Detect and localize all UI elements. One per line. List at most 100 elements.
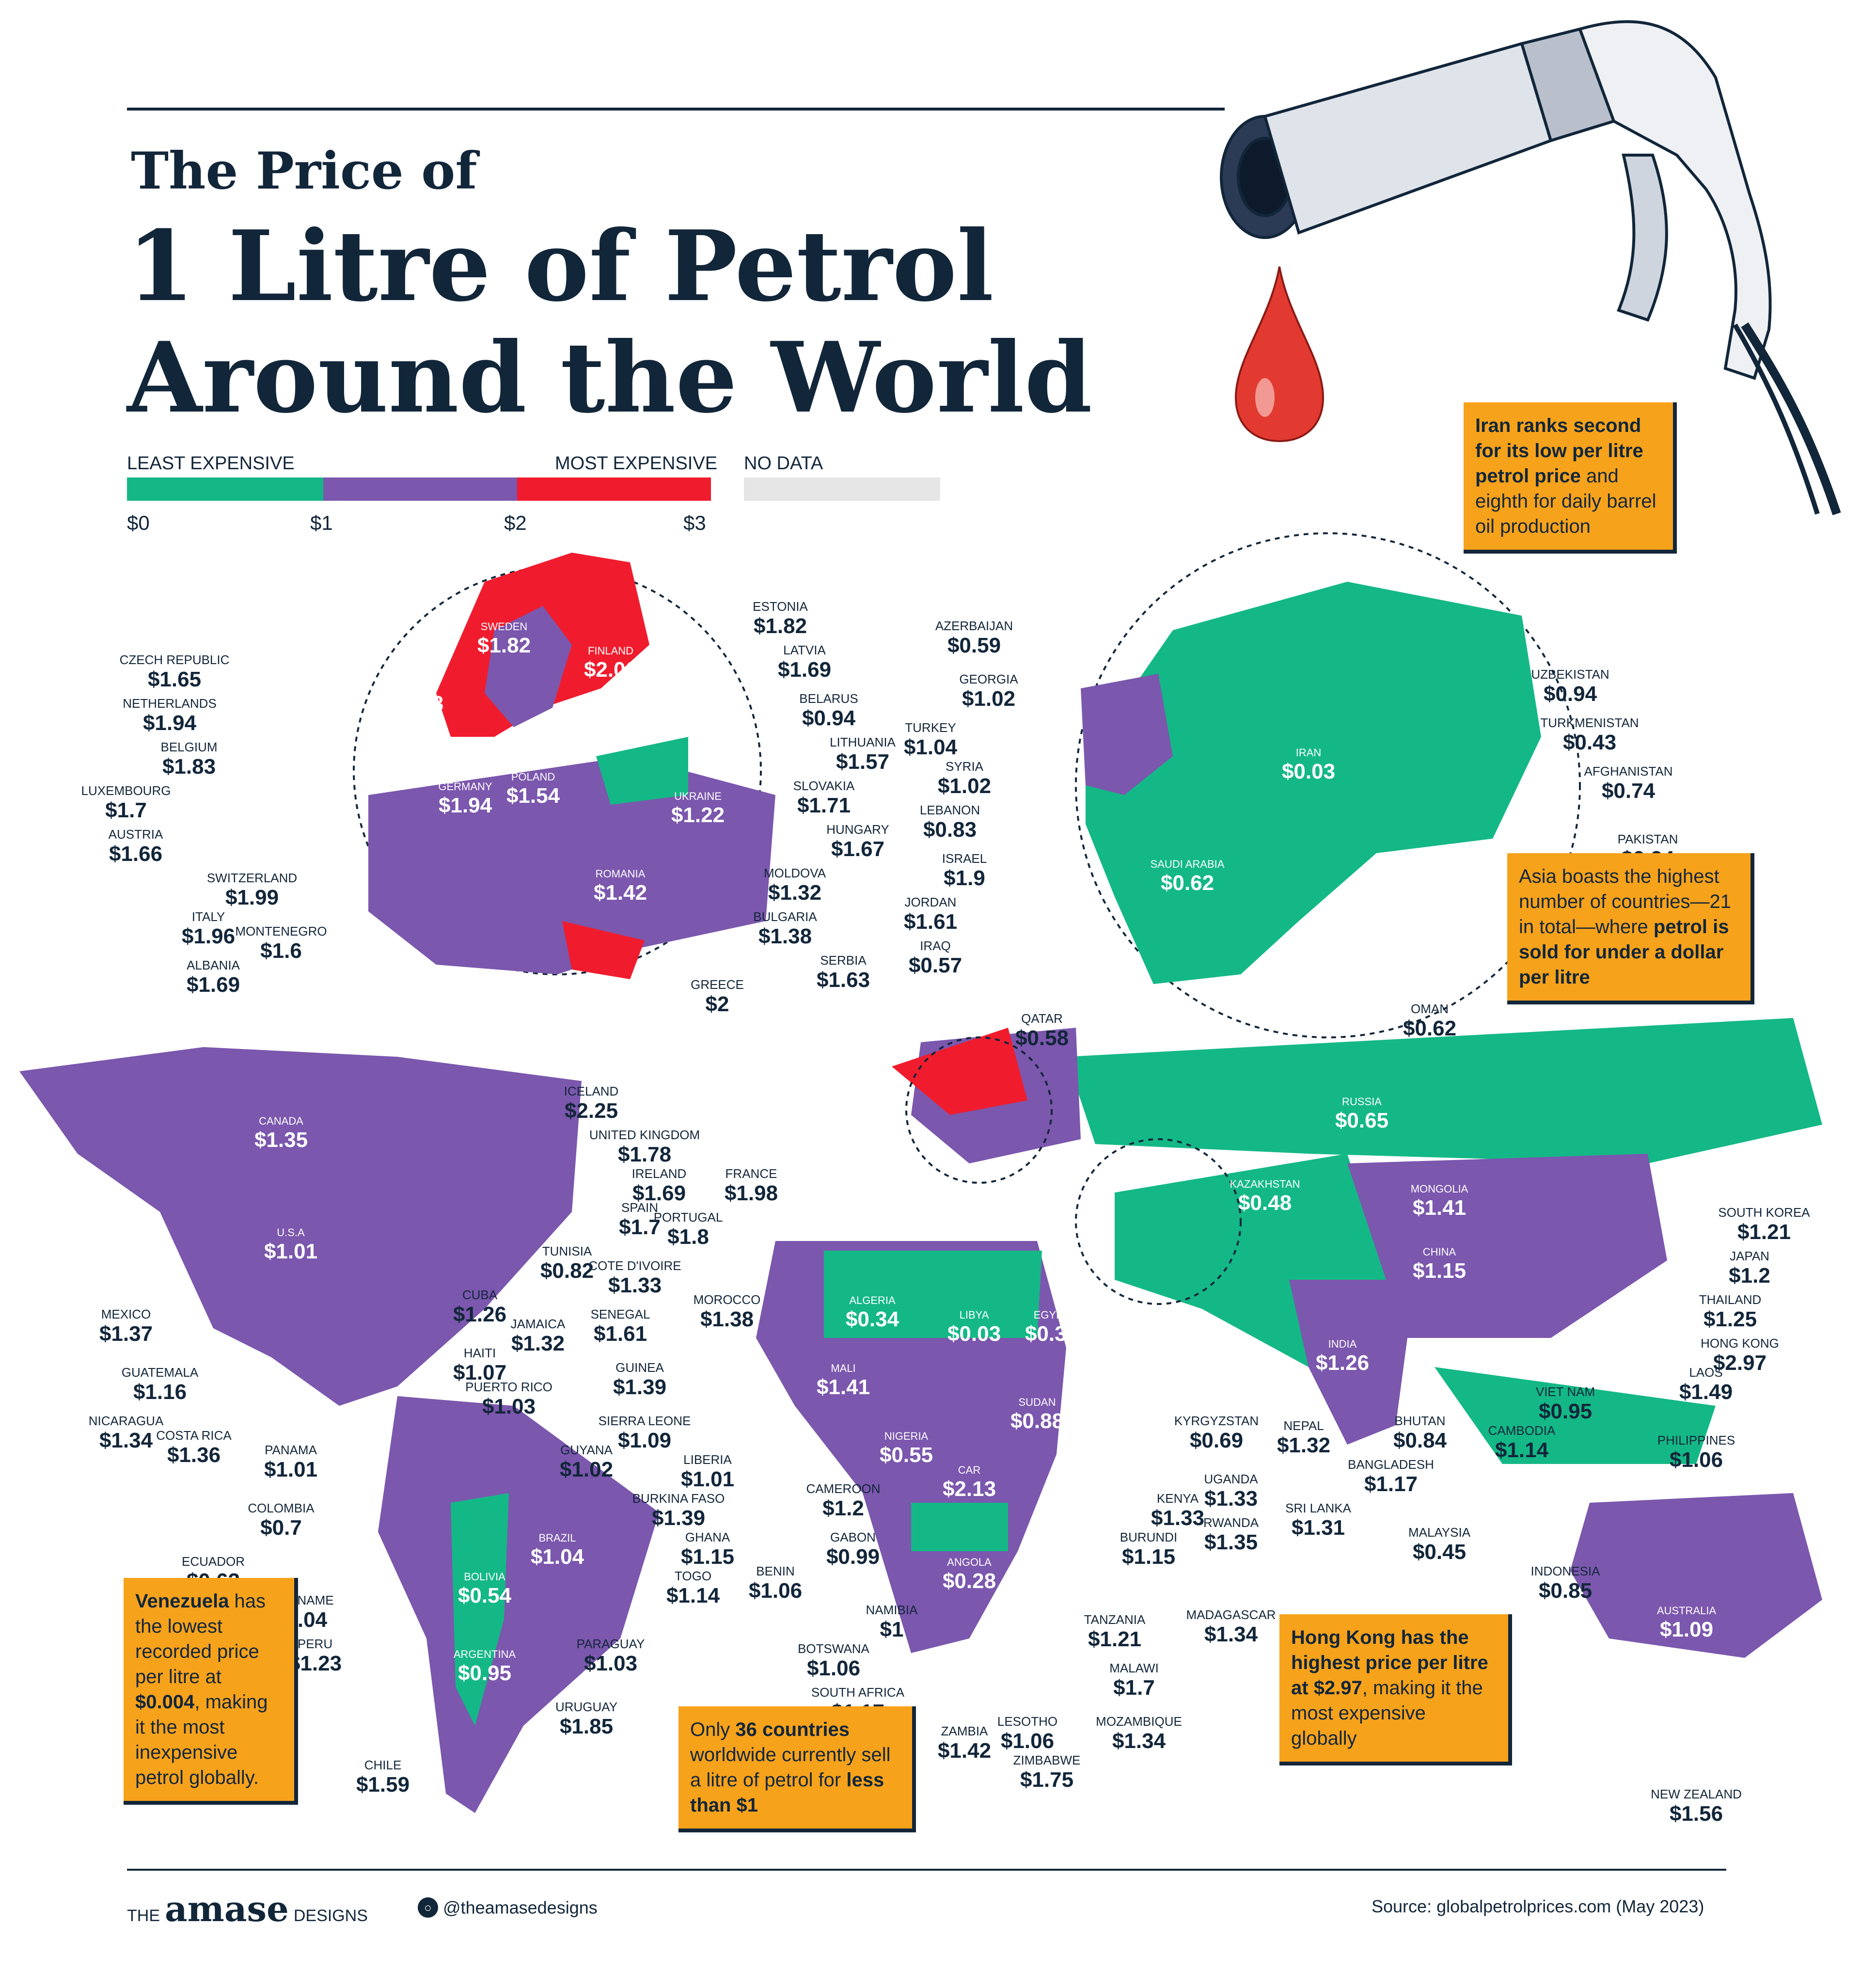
country-name-iran: IRAN [1296,747,1322,759]
country-name-viet-nam: VIET NAM [1536,1384,1595,1399]
country-name-malaysia: MALAYSIA [1408,1525,1471,1540]
country-price-kyrgyzstan: $0.69 [1190,1429,1243,1452]
country-price-angola: $0.28 [943,1569,996,1593]
country-price-mexico: $1.37 [99,1322,153,1346]
country-price-namibia: $1 [880,1618,904,1641]
country-name-georgia: GEORGIA [959,672,1018,686]
country-price-ukraine: $1.22 [671,803,725,827]
country-price-mozambique: $1.34 [1112,1729,1166,1753]
country-name-colombia: COLOMBIA [248,1501,315,1515]
callout-only-36: Only 36 countries worldwide currently se… [678,1706,916,1832]
country-price-cuba: $1.26 [453,1303,506,1326]
country-price-bangladesh: $1.17 [1364,1472,1418,1496]
country-name-afghanistan: AFGHANISTAN [1584,764,1673,779]
country-price-malawi: $1.7 [1113,1676,1155,1700]
country-price-botswana: $1.06 [807,1656,860,1680]
country-price-south-korea: $1.21 [1737,1220,1791,1244]
country-price-sri-lanka: $1.31 [1292,1516,1345,1540]
country-name-nigeria: NIGERIA [884,1430,929,1442]
country-name-puerto-rico: PUERTO RICO [465,1380,552,1394]
country-name-germany: GERMANY [438,780,492,793]
country-name-tanzania: TANZANIA [1084,1612,1146,1627]
country-price-luxembourg: $1.7 [105,798,147,822]
country-name-gabon: GABON [830,1530,876,1544]
scandinavia-main-shape [892,1028,1027,1115]
country-name-morocco: MOROCCO [694,1292,761,1307]
country-name-egypt: EGYPT [1034,1309,1070,1321]
country-price-panama: $1.01 [264,1458,317,1481]
country-name-namibia: NAMIBIA [866,1603,918,1617]
country-price-puerto-rico: $1.03 [482,1395,536,1418]
petrol-drop-icon [1234,266,1325,443]
country-name-bangladesh: BANGLADESH [1348,1457,1434,1472]
russia-shape [1066,1018,1822,1163]
country-name-australia: AUSTRALIA [1657,1605,1717,1617]
country-name-laos: LAOS [1689,1365,1722,1380]
country-name-sri-lanka: SRI LANKA [1285,1501,1351,1515]
country-name-austria: AUSTRIA [109,827,163,842]
europe-locator-circle [905,1036,1053,1184]
country-price-algeria: $0.34 [846,1307,899,1331]
country-name-guyana: GUYANA [560,1443,613,1457]
country-price-uzbekistan: $0.94 [1544,682,1597,706]
country-name-spain: SPAIN [621,1200,658,1215]
country-price-libya: $0.03 [947,1322,1001,1346]
country-name-brazil: BRAZIL [538,1532,576,1544]
country-price-portugal: $1.8 [667,1225,709,1249]
title-main: 1 Litre of Petrol Around the World [127,211,1092,434]
angola-shape [911,1503,1008,1551]
country-price-turkey: $1.04 [904,735,958,759]
country-price-cote-d-ivoire: $1.33 [608,1273,662,1297]
instagram-handle[interactable]: ○ @theamasedesigns [418,1896,598,1918]
country-price-iraq: $0.57 [909,954,962,977]
country-name-tunisia: TUNISIA [542,1244,592,1258]
country-price-brazil: $1.04 [531,1545,584,1569]
country-name-kyrgyzstan: KYRGYZSTAN [1174,1414,1259,1428]
country-name-jamaica: JAMAICA [511,1317,566,1331]
country-price-serbia: $1.63 [817,968,870,992]
australia-shape [1570,1493,1822,1658]
country-price-zimbabwe: $1.75 [1020,1768,1073,1792]
callout-asia: Asia boasts the highest number of countr… [1507,853,1754,1004]
central-europe-inset-shape [368,756,775,974]
country-price-france: $1.98 [725,1181,778,1205]
country-price-burkina-faso: $1.39 [652,1506,705,1530]
country-price-laos: $1.49 [1679,1380,1733,1404]
country-price-philippines: $1.06 [1670,1448,1723,1472]
country-name-lithuania: LITHUANIA [830,735,896,749]
country-price-guyana: $1.02 [560,1458,613,1481]
country-price-saudi-arabia: $0.62 [1161,871,1214,895]
country-name-estonia: ESTONIA [753,599,808,614]
country-name-philippines: PHILIPPINES [1657,1433,1735,1447]
country-name-ghana: GHANA [685,1530,730,1544]
country-price-nepal: $1.32 [1277,1433,1330,1457]
country-price-united-kingdom: $1.78 [618,1143,671,1166]
country-name-oman: OMAN [1411,1002,1449,1016]
country-price-thailand: $1.25 [1703,1307,1757,1331]
country-name-botswana: BOTSWANA [798,1641,869,1656]
country-name-car: CAR [958,1464,980,1476]
country-name-slovakia: SLOVAKIA [793,779,855,793]
country-name-united-kingdom: UNITED KINGDOM [589,1128,700,1142]
country-price-greece: $2 [706,992,729,1016]
country-price-indonesia: $0.85 [1539,1579,1592,1603]
country-name-jordan: JORDAN [905,895,957,909]
country-name-south-korea: SOUTH KOREA [1718,1205,1810,1220]
country-name-finland: FINLAND [588,645,633,657]
country-name-syria: SYRIA [946,759,984,774]
china-shape [1347,1154,1667,1338]
title-line-2: 1 Litre of Petrol [127,209,994,323]
country-price-madagascar: $1.34 [1204,1622,1258,1646]
country-name-thailand: THAILAND [1699,1292,1762,1307]
country-price-benin: $1.06 [749,1579,802,1603]
country-price-cameroon: $1.2 [822,1496,864,1520]
country-price-guinea: $1.39 [613,1375,666,1399]
country-name-albania: ALBANIA [187,958,240,972]
country-price-jordan: $1.61 [904,910,957,934]
country-price-turkmenistan: $0.43 [1563,731,1616,754]
source-note: Source: globalpetrolprices.com (May 2023… [1372,1896,1704,1916]
country-name-malawi: MALAWI [1109,1661,1159,1675]
belarus-inset-shape [596,737,688,805]
country-price-liberia: $1.01 [681,1467,734,1491]
country-name-sudan: SUDAN [1018,1396,1056,1408]
